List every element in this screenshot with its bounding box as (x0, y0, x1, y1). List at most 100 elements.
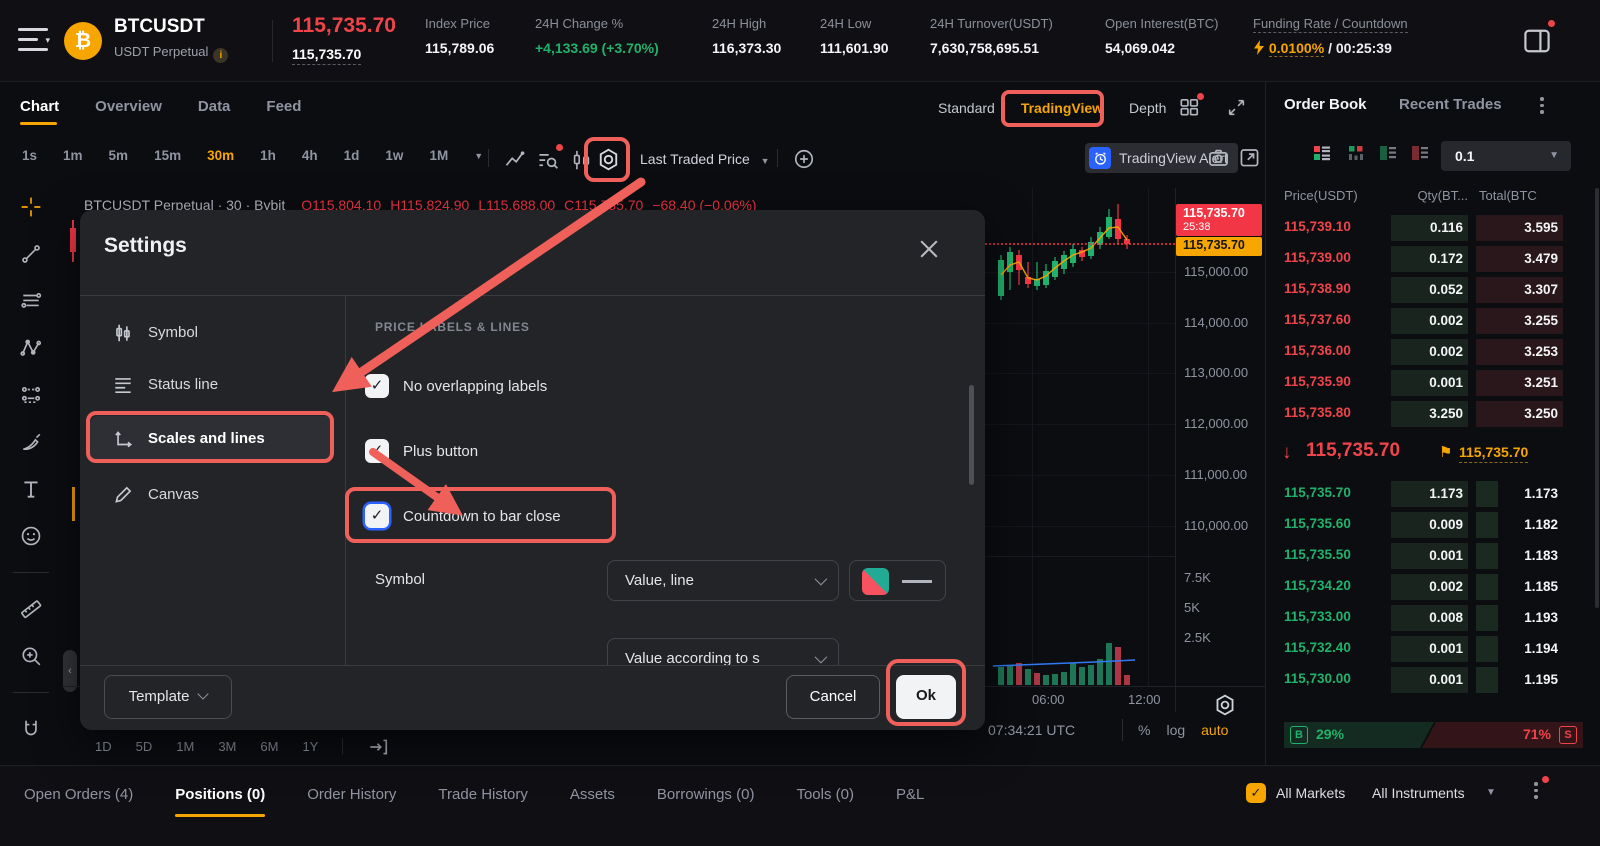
tab-chart[interactable]: Chart (20, 98, 60, 125)
bid-row[interactable]: 115,733.00 0.008 1.193 (1266, 602, 1600, 633)
hamburger-menu-icon[interactable]: ▾ (18, 28, 50, 52)
camera-icon[interactable] (1207, 146, 1231, 170)
timeframe-1h[interactable]: 1h (260, 148, 276, 163)
emoji-icon[interactable] (20, 525, 42, 547)
range-button-6m[interactable]: 6M (260, 738, 279, 754)
tradingview-alert-button[interactable]: TradingView Alert (1085, 143, 1238, 173)
scale-button-auto[interactable]: auto (1201, 722, 1229, 738)
modal-scrollbar[interactable] (969, 385, 974, 485)
last-trade-row[interactable]: ↓ 115,735.70 ⚑ 115,735.70 (1266, 434, 1600, 474)
layout-grid-icon[interactable] (1178, 96, 1202, 120)
timeframe-1s[interactable]: 1s (22, 148, 38, 163)
axis-settings-gear-icon[interactable] (1212, 692, 1238, 718)
plus-circle-icon[interactable] (793, 148, 817, 172)
tab-tools-0[interactable]: Tools (0) (796, 786, 854, 803)
range-button-5d[interactable]: 5D (135, 738, 153, 754)
checkbox-countdown-to-bar-close[interactable]: ✓ (365, 504, 389, 528)
indicators-icon[interactable] (536, 148, 560, 172)
all-instruments-dropdown[interactable]: All Instruments (1372, 785, 1465, 801)
ask-row[interactable]: 115,735.80 3.250 3.250 (1266, 398, 1600, 429)
tab-assets[interactable]: Assets (569, 786, 615, 803)
tab-trade-history[interactable]: Trade History (438, 786, 528, 803)
tab-order-history[interactable]: Order History (307, 786, 397, 803)
symbol-name[interactable]: BTCUSDT (114, 16, 205, 37)
text-tool-icon[interactable] (20, 478, 42, 500)
checkbox-row-no-overlapping-labels[interactable]: ✓ No overlapping labels (365, 374, 547, 398)
bid-row[interactable]: 115,735.70 1.173 1.173 (1266, 478, 1600, 509)
all-markets-checkbox[interactable]: ✓ (1246, 783, 1266, 803)
timeframe-5m[interactable]: 5m (108, 148, 129, 163)
bottom-menu-icon[interactable] (1534, 782, 1538, 800)
view-mode-standard[interactable]: Standard (938, 100, 995, 116)
price-axis[interactable]: 115,000.00 114,000.00 113,000.00 112,000.00… (1175, 188, 1265, 712)
candlestick-chart[interactable] (985, 200, 1175, 340)
scale-button-log[interactable]: log (1166, 722, 1186, 738)
ruler-icon[interactable] (20, 598, 42, 620)
ask-row[interactable]: 115,739.10 0.116 3.595 (1266, 212, 1600, 243)
goto-date-icon[interactable] (367, 736, 388, 756)
orderbook-panel-toggle-icon[interactable] (1522, 26, 1552, 56)
price-mode-dropdown[interactable]: Last Traded Price ▼ (640, 151, 770, 167)
ob-mode-depth-icon[interactable] (1346, 143, 1366, 163)
checkbox-row-plus-button[interactable]: ✓ Plus button (365, 439, 478, 463)
bid-row[interactable]: 115,735.60 0.009 1.182 (1266, 509, 1600, 540)
ask-row[interactable]: 115,737.60 0.002 3.255 (1266, 305, 1600, 336)
timeframe-1m[interactable]: 1M (429, 148, 449, 163)
fullscreen-icon[interactable] (1226, 97, 1250, 121)
utc-clock[interactable]: 07:34:21 UTC (988, 722, 1076, 738)
tab-data[interactable]: Data (197, 98, 231, 115)
timeframe-1m[interactable]: 1m (63, 148, 83, 163)
timeframe-30m[interactable]: 30m (207, 148, 235, 163)
candle-style-icon[interactable] (570, 148, 594, 172)
orderbook-menu-icon[interactable] (1540, 97, 1544, 115)
tab-open-orders-4[interactable]: Open Orders (4) (24, 786, 134, 803)
close-icon[interactable] (916, 236, 942, 262)
timeframe-4h[interactable]: 4h (301, 148, 318, 163)
line-color-button[interactable] (849, 560, 946, 601)
modal-nav-symbol[interactable]: Symbol (90, 310, 334, 354)
ask-row[interactable]: 115,735.90 0.001 3.251 (1266, 367, 1600, 398)
timeframe-1d[interactable]: 1d (343, 148, 360, 163)
range-button-1d[interactable]: 1D (95, 738, 112, 754)
crosshair-icon[interactable] (20, 196, 42, 218)
cancel-button[interactable]: Cancel (786, 675, 880, 719)
parallel-lines-icon[interactable] (20, 290, 42, 312)
template-button[interactable]: Template (104, 675, 232, 719)
orderbook-scrollbar[interactable] (1595, 188, 1599, 608)
ob-mode-combined-icon[interactable] (1312, 143, 1332, 163)
ob-mode-bids-only-icon[interactable] (1378, 143, 1398, 163)
funding-rate[interactable]: 0.0100% (1268, 40, 1325, 57)
range-button-1y[interactable]: 1Y (302, 738, 319, 754)
ob-mode-asks-only-icon[interactable] (1410, 143, 1430, 163)
checkbox-no-overlapping-labels[interactable]: ✓ (365, 374, 389, 398)
mark-price[interactable]: 115,735.70 (292, 46, 362, 65)
range-button-1m[interactable]: 1M (176, 738, 195, 754)
modal-nav-scales-and-lines[interactable]: Scales and lines (90, 416, 334, 460)
sidebar-collapse-handle[interactable]: ‹ (63, 650, 77, 692)
funding-label[interactable]: Funding Rate / Countdown (1253, 16, 1408, 33)
info-icon[interactable]: i (213, 48, 229, 63)
timeframe-1w[interactable]: 1w (385, 148, 404, 163)
tab-borrowings-0[interactable]: Borrowings (0) (656, 786, 755, 803)
magnet-icon[interactable] (20, 718, 42, 740)
bid-row[interactable]: 115,732.40 0.001 1.194 (1266, 633, 1600, 664)
ask-row[interactable]: 115,736.00 0.002 3.253 (1266, 336, 1600, 367)
modal-nav-status-line[interactable]: Status line (90, 362, 334, 406)
zoom-in-icon[interactable] (20, 645, 42, 667)
xabcd-pattern-icon[interactable] (20, 337, 42, 359)
bid-row[interactable]: 115,735.50 0.001 1.183 (1266, 540, 1600, 571)
ok-button[interactable]: Ok (896, 675, 956, 719)
tab-order-book[interactable]: Order Book (1284, 96, 1367, 113)
symbol-style-dropdown[interactable]: Value, line (607, 560, 839, 601)
view-mode-depth[interactable]: Depth (1129, 100, 1167, 116)
brush-icon[interactable] (20, 431, 42, 453)
modal-nav-canvas[interactable]: Canvas (90, 472, 334, 516)
tab-overview[interactable]: Overview (95, 98, 162, 115)
snapshot-icon[interactable] (1238, 146, 1262, 170)
timeframe-more-caret[interactable]: ▼ (474, 150, 484, 161)
tab-recent-trades[interactable]: Recent Trades (1399, 96, 1502, 113)
timeframe-15m[interactable]: 15m (154, 148, 182, 163)
checkbox-plus-button[interactable]: ✓ (365, 439, 389, 463)
scale-button-[interactable]: % (1138, 722, 1151, 738)
tab-positions-0[interactable]: Positions (0) (175, 786, 266, 817)
